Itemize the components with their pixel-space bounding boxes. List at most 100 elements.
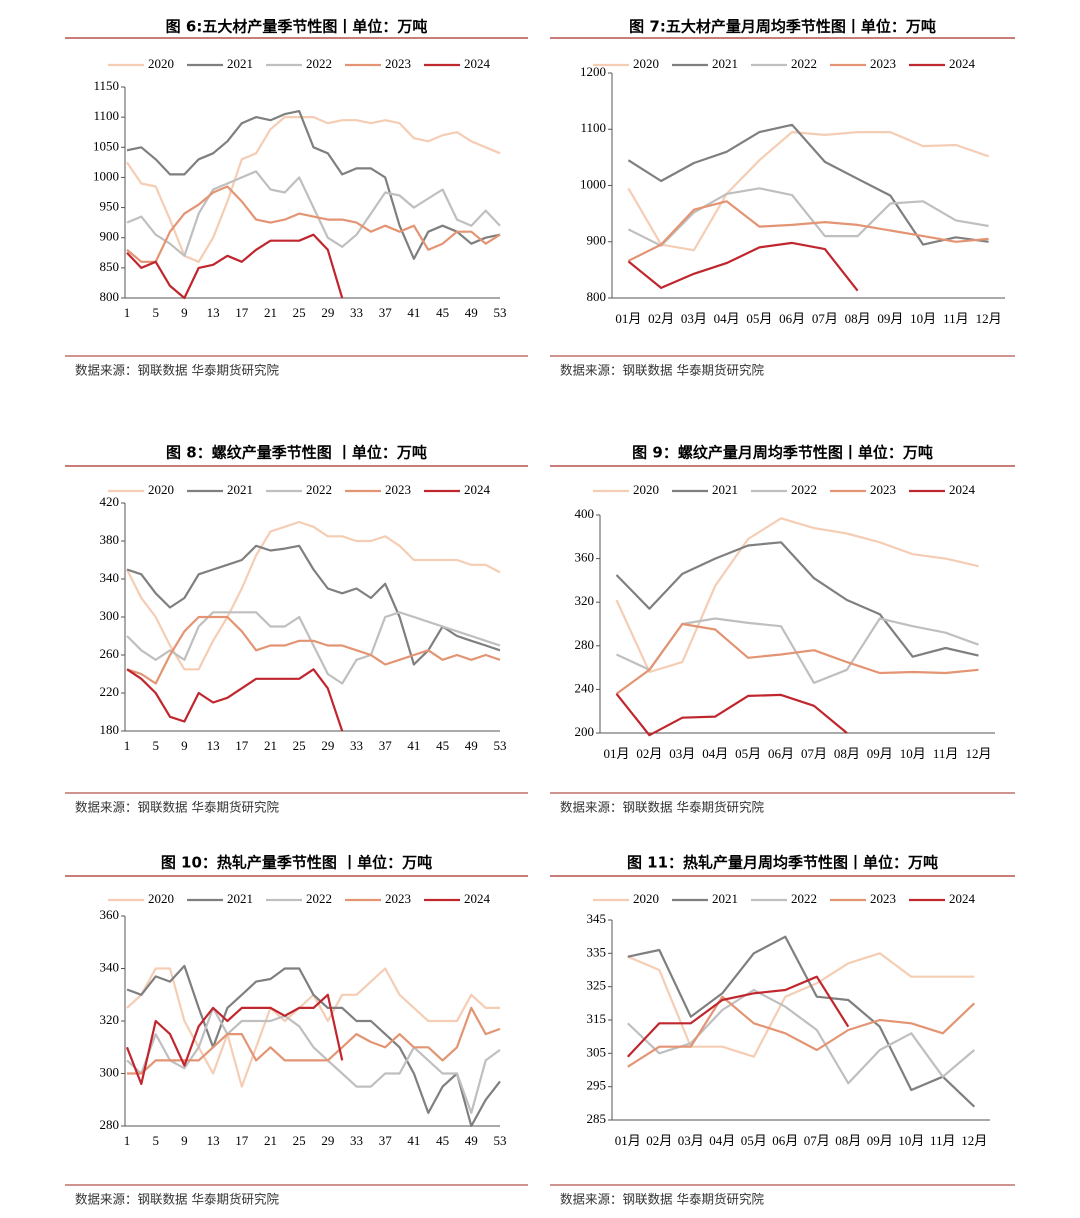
x-tick-label: 41 xyxy=(407,1133,420,1148)
x-tick-label: 02月 xyxy=(636,746,662,761)
x-tick-label: 1 xyxy=(124,738,131,753)
x-tick-label: 29 xyxy=(321,1133,334,1148)
x-tick-label: 5 xyxy=(152,738,159,753)
legend-label: 2022 xyxy=(306,482,332,497)
legend-label: 2023 xyxy=(385,482,411,497)
x-tick-label: 03月 xyxy=(681,311,707,326)
chart-title: 图 6:五大材产量季节性图丨单位：万吨 xyxy=(166,18,428,36)
x-tick-label: 33 xyxy=(350,305,363,320)
x-tick-label: 37 xyxy=(379,738,393,753)
x-tick-label: 45 xyxy=(436,305,449,320)
x-tick-label: 11月 xyxy=(943,311,969,326)
y-tick-label: 1150 xyxy=(93,78,119,93)
y-tick-label: 1100 xyxy=(580,120,606,135)
chart-title: 图 10：热轧产量季节性图 丨单位：万吨 xyxy=(161,854,432,872)
legend-label: 2020 xyxy=(148,482,174,497)
x-tick-label: 11月 xyxy=(933,746,959,761)
x-tick-label: 33 xyxy=(350,738,363,753)
series-line xyxy=(615,622,979,695)
x-tick-label: 17 xyxy=(235,738,249,753)
source-note: 数据来源：钢联数据 华泰期货研究院 xyxy=(75,800,279,815)
x-tick-label: 12月 xyxy=(976,311,1002,326)
x-tick-label: 06月 xyxy=(768,746,794,761)
series-line xyxy=(626,975,850,1058)
legend-label: 2023 xyxy=(870,56,896,71)
y-tick-label: 325 xyxy=(587,978,607,993)
x-tick-label: 07月 xyxy=(812,311,838,326)
source-note: 数据来源：钢联数据 华泰期货研究院 xyxy=(560,1192,764,1207)
x-tick-label: 02月 xyxy=(648,311,674,326)
legend-label: 2020 xyxy=(633,891,659,906)
legend-label: 2021 xyxy=(227,891,253,906)
source-note: 数据来源：钢联数据 华泰期货研究院 xyxy=(560,363,764,378)
y-tick-label: 850 xyxy=(100,259,120,274)
source-note: 数据来源：钢联数据 华泰期货研究院 xyxy=(75,1192,279,1207)
x-tick-label: 17 xyxy=(235,305,249,320)
x-tick-label: 45 xyxy=(436,1133,449,1148)
x-tick-label: 25 xyxy=(293,1133,306,1148)
x-tick-label: 21 xyxy=(264,738,277,753)
series-line xyxy=(627,935,976,1108)
x-tick-label: 49 xyxy=(465,1133,478,1148)
y-tick-label: 400 xyxy=(575,506,595,521)
y-tick-label: 800 xyxy=(587,289,607,304)
x-tick-label: 9 xyxy=(181,305,188,320)
y-tick-label: 360 xyxy=(100,907,120,922)
x-tick-label: 11月 xyxy=(930,1133,956,1148)
legend-label: 2024 xyxy=(949,56,976,71)
legend-label: 2024 xyxy=(464,891,491,906)
x-tick-label: 53 xyxy=(494,1133,507,1148)
x-tick-label: 5 xyxy=(152,305,159,320)
series-line xyxy=(627,200,989,262)
series-line xyxy=(627,952,975,1058)
y-tick-label: 260 xyxy=(100,646,120,661)
legend-label: 2022 xyxy=(306,891,332,906)
x-tick-label: 25 xyxy=(293,738,306,753)
series-line xyxy=(126,611,501,685)
y-tick-label: 280 xyxy=(575,637,595,652)
legend-label: 2021 xyxy=(227,482,253,497)
x-tick-label: 08月 xyxy=(834,746,860,761)
x-tick-label: 33 xyxy=(350,1133,363,1148)
x-tick-label: 13 xyxy=(207,738,220,753)
y-tick-label: 1100 xyxy=(93,108,119,123)
y-tick-label: 300 xyxy=(100,1064,120,1079)
legend-label: 2021 xyxy=(712,482,738,497)
x-tick-label: 08月 xyxy=(845,311,871,326)
chart-title: 图 11：热轧产量月周均季节性图丨单位：万吨 xyxy=(627,854,938,872)
legend-label: 2024 xyxy=(464,482,491,497)
y-tick-label: 1000 xyxy=(580,176,606,191)
y-tick-label: 800 xyxy=(100,289,120,304)
series-line xyxy=(627,131,989,252)
legend-label: 2022 xyxy=(791,891,817,906)
x-tick-label: 49 xyxy=(465,738,478,753)
x-tick-label: 9 xyxy=(181,738,188,753)
legend-label: 2021 xyxy=(712,56,738,71)
legend-label: 2024 xyxy=(949,482,976,497)
y-tick-label: 900 xyxy=(587,233,607,248)
x-tick-label: 07月 xyxy=(801,746,827,761)
x-tick-label: 49 xyxy=(465,305,478,320)
x-tick-label: 21 xyxy=(264,305,277,320)
legend-label: 2022 xyxy=(791,482,817,497)
legend-label: 2023 xyxy=(870,482,896,497)
x-tick-label: 01月 xyxy=(615,1133,641,1148)
x-tick-label: 10月 xyxy=(910,311,936,326)
chart-title: 图 7:五大材产量月周均季节性图丨单位：万吨 xyxy=(629,18,936,36)
y-tick-label: 305 xyxy=(587,1044,607,1059)
y-tick-label: 345 xyxy=(587,911,607,926)
chart-title: 图 9：螺纹产量月周均季节性图丨单位：万吨 xyxy=(632,444,933,462)
y-tick-label: 335 xyxy=(587,944,607,959)
chart-title: 图 8：螺纹产量季节性图 丨单位：万吨 xyxy=(166,444,427,462)
x-tick-label: 06月 xyxy=(772,1133,798,1148)
y-tick-label: 380 xyxy=(100,532,120,547)
series-line xyxy=(126,110,501,260)
x-tick-label: 41 xyxy=(407,738,420,753)
source-note: 数据来源：钢联数据 华泰期货研究院 xyxy=(560,800,764,815)
y-tick-label: 280 xyxy=(100,1117,120,1132)
x-tick-label: 09月 xyxy=(867,1133,893,1148)
y-tick-label: 300 xyxy=(100,608,120,623)
y-tick-label: 295 xyxy=(587,1078,607,1093)
x-tick-label: 21 xyxy=(264,1133,277,1148)
x-tick-label: 05月 xyxy=(746,311,772,326)
